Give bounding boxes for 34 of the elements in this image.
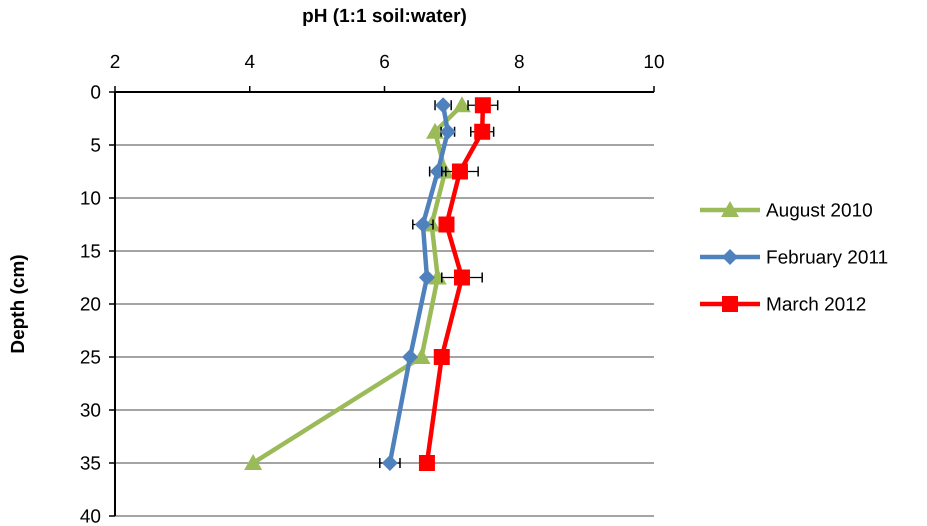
y-tick-label: 30 [80, 400, 101, 422]
x-tick-label: 6 [379, 52, 390, 73]
point [402, 349, 418, 365]
point [474, 124, 490, 140]
point [434, 349, 450, 365]
point [474, 97, 491, 114]
point [244, 454, 262, 470]
point [438, 216, 454, 232]
point [452, 96, 471, 112]
point [412, 348, 431, 364]
y-tick-label: 25 [80, 348, 101, 369]
point [426, 122, 444, 139]
legend-label: August 2010 [766, 200, 873, 222]
y-tick-label: 20 [80, 294, 101, 316]
x-axis-title: pH (1:1 soil:water) [302, 6, 467, 27]
legend-label: March 2012 [766, 294, 866, 316]
x-tick-label: 2 [110, 52, 120, 73]
x-tick-label: 10 [643, 52, 665, 73]
point [418, 270, 435, 286]
y-tick-label: 40 [80, 506, 101, 526]
point [452, 164, 468, 180]
y-axis-title: Depth (cm) [8, 254, 29, 354]
y-tick-label: 5 [90, 136, 101, 157]
legend-label: February 2011 [766, 248, 888, 269]
point [414, 216, 431, 232]
point [418, 455, 435, 471]
point [382, 455, 398, 471]
y-tick-label: 10 [80, 188, 101, 210]
x-tick-label: 4 [244, 52, 256, 73]
point [454, 270, 470, 286]
y-tick-label: 35 [80, 454, 101, 475]
y-tick-label: 0 [90, 82, 101, 104]
x-tick-label: 8 [514, 52, 525, 73]
y-tick-label: 15 [80, 242, 101, 263]
